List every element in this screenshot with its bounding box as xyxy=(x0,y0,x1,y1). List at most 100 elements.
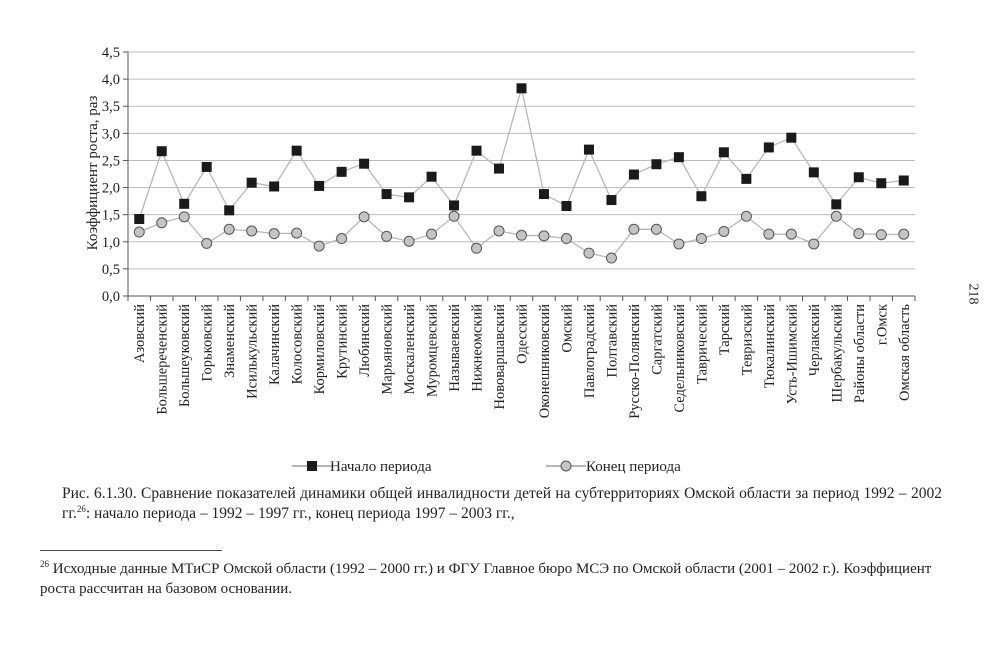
series-line xyxy=(138,88,904,220)
data-point xyxy=(336,166,347,177)
x-tick-label: Тарский xyxy=(717,304,733,355)
x-tick-label: Горьковский xyxy=(200,304,216,382)
data-point xyxy=(246,225,258,237)
data-point xyxy=(201,237,213,249)
x-tick-label: Районы области xyxy=(852,304,868,403)
data-point xyxy=(404,192,415,203)
data-point xyxy=(650,223,662,235)
y-tick-label: 3,5 xyxy=(102,99,120,115)
x-tick-label: Омский xyxy=(559,304,575,353)
axes xyxy=(123,51,916,301)
data-point xyxy=(673,152,684,163)
x-tick-label: Усть-Ишимский xyxy=(784,304,800,405)
y-tick-label: 3,0 xyxy=(102,126,120,142)
legend-square-marker xyxy=(307,461,317,471)
x-tick-label: Калачинский xyxy=(267,304,283,385)
legend-item: Конец периода xyxy=(546,459,681,475)
data-point xyxy=(786,132,797,143)
data-point xyxy=(494,163,505,174)
footnote: 26 Исходные данные МТиСР Омской области … xyxy=(40,559,945,599)
data-point xyxy=(538,230,550,242)
data-point xyxy=(291,227,303,239)
figure-caption: Рис. 6.1.30. Сравнение показателей динам… xyxy=(62,484,942,524)
x-tick-label: Тевризский xyxy=(739,304,755,376)
data-point xyxy=(740,210,752,222)
data-point xyxy=(763,228,775,240)
gridlines xyxy=(128,51,915,270)
x-tick-label: Азовский xyxy=(132,304,148,363)
data-point xyxy=(516,229,527,241)
data-point xyxy=(291,145,302,156)
data-point xyxy=(695,233,707,245)
data-point xyxy=(269,181,280,192)
x-tick-label: Любинский xyxy=(357,304,373,377)
data-point xyxy=(134,214,145,225)
caption-footnote-ref: 26 xyxy=(76,503,86,514)
data-point xyxy=(830,210,842,222)
data-point xyxy=(403,235,415,247)
y-tick-label: 0,0 xyxy=(102,289,120,305)
data-point xyxy=(831,199,842,210)
data-point xyxy=(606,195,617,206)
x-tick-label: Знаменский xyxy=(222,304,238,378)
data-point xyxy=(696,191,707,202)
data-point xyxy=(718,225,730,237)
x-tick-label: Седельниковский xyxy=(672,304,688,413)
x-tick-label: Тюкалинский xyxy=(762,304,778,388)
series-start xyxy=(134,83,909,225)
footnote-number: 26 xyxy=(40,559,49,569)
x-tick-label: Таврический xyxy=(694,304,710,384)
data-point xyxy=(628,223,640,235)
data-point xyxy=(381,189,392,200)
x-tick-label: Саргатский xyxy=(649,304,665,375)
data-point xyxy=(156,146,167,157)
data-point xyxy=(808,167,819,178)
data-point xyxy=(471,242,483,254)
x-tick-labels: Азовский Большереченский Большеуковский Гор… xyxy=(132,303,913,419)
x-tick-label: Одесский xyxy=(515,304,531,364)
data-point xyxy=(246,177,257,188)
legend-circle-marker xyxy=(560,460,572,472)
data-point xyxy=(268,228,280,240)
data-point xyxy=(605,252,617,264)
x-tick-label: Оконешниковский xyxy=(537,304,553,418)
series xyxy=(133,83,910,264)
data-point xyxy=(583,144,594,155)
x-tick-label: Нововаршавский xyxy=(492,304,508,410)
y-tick-label: 1,5 xyxy=(102,208,120,224)
data-point xyxy=(449,200,460,211)
data-point xyxy=(223,223,235,235)
data-point xyxy=(426,228,438,240)
data-point xyxy=(560,233,572,245)
x-tick-label: Черлакский xyxy=(807,304,823,377)
y-tick-label: 4,0 xyxy=(102,72,120,88)
footnote-text: Исходные данные МТиСР Омской области (19… xyxy=(40,561,932,597)
data-point xyxy=(561,200,572,211)
data-point xyxy=(178,211,190,223)
x-tick-label: Крутинский xyxy=(335,304,351,379)
y-axis-label: Коэффициент роста, раз xyxy=(85,96,101,251)
x-tick-label: Называевский xyxy=(447,304,463,392)
data-point xyxy=(876,178,887,189)
data-point xyxy=(741,173,752,184)
x-tick-label: Кормиловский xyxy=(312,304,328,395)
dynamics-line-chart: 0,0 0,5 1,0 1,5 2,0 2,5 3,0 3,5 4,0 4,5 Азовский Б… xyxy=(85,45,916,475)
legend-item: Начало периода xyxy=(292,459,432,475)
x-tick-label: Омская область xyxy=(897,304,913,401)
data-point xyxy=(853,228,865,240)
x-tick-label: Павлоградский xyxy=(582,304,598,398)
footnote-divider xyxy=(40,550,222,551)
x-tick-label: Нижнеомский xyxy=(470,304,486,392)
x-tick-label: Большеуковский xyxy=(177,304,193,407)
legend: Начало периода Конец периода xyxy=(292,459,681,475)
data-point xyxy=(314,180,325,191)
x-tick-label: Шербакульский xyxy=(829,304,845,403)
data-point xyxy=(808,238,820,250)
data-point xyxy=(201,161,212,172)
x-tick-label: Большереченский xyxy=(155,304,171,415)
data-point xyxy=(898,228,910,240)
data-point xyxy=(628,169,639,180)
x-tick-label: Исилькульский xyxy=(245,304,261,399)
x-tick-label: Москаленский xyxy=(402,304,418,395)
data-point xyxy=(853,172,864,183)
